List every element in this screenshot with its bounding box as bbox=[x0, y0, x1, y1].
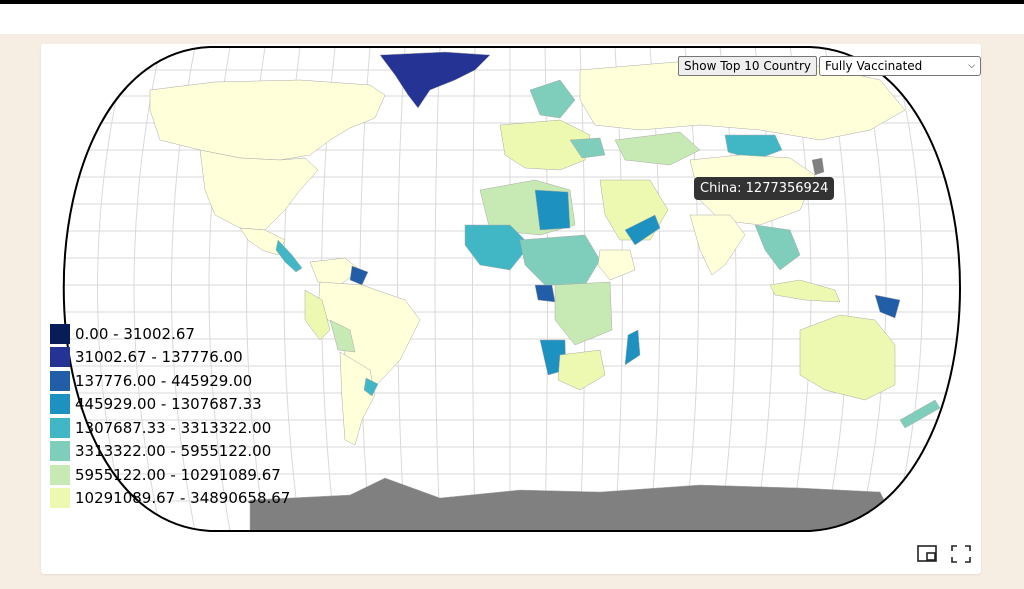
footer-toolbar bbox=[917, 545, 971, 563]
country-europe[interactable] bbox=[499, 119, 591, 171]
country-southern-africa[interactable] bbox=[557, 349, 606, 391]
region-antarctica bbox=[249, 477, 901, 531]
legend-item: 0.00 - 31002.67 bbox=[50, 322, 290, 346]
legend-swatch bbox=[50, 370, 70, 391]
legend-swatch bbox=[50, 417, 70, 438]
country-mongolia[interactable] bbox=[724, 134, 783, 161]
country-venezuela[interactable] bbox=[309, 257, 361, 286]
country-papua-new-guinea[interactable] bbox=[874, 294, 901, 319]
map-legend: 0.00 - 31002.67 31002.67 - 137776.00 13777… bbox=[50, 322, 290, 510]
map-controls: Show Top 10 Country Fully Vaccinated ⌵ bbox=[678, 56, 982, 76]
globe-outline bbox=[62, 46, 961, 532]
legend-item: 137776.00 - 445929.00 bbox=[50, 369, 290, 393]
country-central-america[interactable] bbox=[275, 239, 303, 273]
country-indonesia[interactable] bbox=[769, 279, 841, 303]
country-canada[interactable] bbox=[149, 79, 386, 161]
show-top-10-button[interactable]: Show Top 10 Country bbox=[678, 56, 818, 76]
metric-select[interactable]: Fully Vaccinated ⌵ bbox=[819, 56, 982, 76]
picture-in-picture-icon[interactable] bbox=[917, 545, 937, 563]
legend-label: 31002.67 - 137776.00 bbox=[75, 348, 243, 367]
country-usa[interactable] bbox=[199, 149, 319, 231]
country-brazil[interactable] bbox=[317, 281, 421, 391]
legend-item: 3313322.00 - 5955122.00 bbox=[50, 440, 290, 464]
country-new-zealand[interactable] bbox=[899, 399, 941, 429]
country-west-africa[interactable] bbox=[464, 224, 531, 271]
legend-label: 0.00 - 31002.67 bbox=[75, 324, 195, 343]
country-scandinavia[interactable] bbox=[529, 79, 576, 119]
country-congo[interactable] bbox=[534, 284, 556, 303]
legend-swatch bbox=[50, 323, 70, 344]
fullscreen-icon[interactable] bbox=[951, 545, 971, 563]
country-bolivia[interactable] bbox=[329, 319, 356, 353]
legend-swatch bbox=[50, 441, 70, 462]
legend-item: 5955122.00 - 10291089.67 bbox=[50, 463, 290, 487]
legend-label: 3313322.00 - 5955122.00 bbox=[75, 442, 272, 461]
country-mexico[interactable] bbox=[239, 227, 286, 256]
legend-label: 10291089.67 - 34890658.67 bbox=[75, 489, 291, 508]
country-tooltip: China: 1277356924 bbox=[694, 177, 835, 200]
country-east-africa[interactable] bbox=[554, 281, 613, 346]
country-peru[interactable] bbox=[304, 289, 331, 341]
top-bar bbox=[0, 0, 1024, 4]
country-ukraine[interactable] bbox=[569, 137, 606, 159]
legend-label: 445929.00 - 1307687.33 bbox=[75, 395, 262, 414]
legend-item: 31002.67 - 137776.00 bbox=[50, 346, 290, 370]
chevron-down-icon: ⌵ bbox=[968, 61, 976, 71]
legend-item: 1307687.33 - 3313322.00 bbox=[50, 416, 290, 440]
country-ethiopia[interactable] bbox=[597, 249, 636, 281]
country-uruguay[interactable] bbox=[363, 377, 379, 397]
header-strip bbox=[0, 4, 1024, 34]
country-argentina[interactable] bbox=[339, 351, 376, 446]
country-greenland[interactable] bbox=[379, 51, 491, 109]
metric-select-value: Fully Vaccinated bbox=[825, 59, 923, 73]
country-madagascar[interactable] bbox=[624, 329, 641, 366]
legend-swatch bbox=[50, 464, 70, 485]
legend-swatch bbox=[50, 347, 70, 368]
country-australia[interactable] bbox=[799, 314, 896, 401]
legend-swatch bbox=[50, 488, 70, 509]
country-southeast-asia[interactable] bbox=[754, 224, 801, 271]
country-libya[interactable] bbox=[534, 189, 571, 231]
country-kazakhstan[interactable] bbox=[614, 131, 701, 166]
legend-label: 137776.00 - 445929.00 bbox=[75, 371, 253, 390]
legend-item: 10291089.67 - 34890658.67 bbox=[50, 487, 290, 511]
legend-item: 445929.00 - 1307687.33 bbox=[50, 393, 290, 417]
legend-label: 1307687.33 - 3313322.00 bbox=[75, 418, 272, 437]
legend-swatch bbox=[50, 394, 70, 415]
legend-label: 5955122.00 - 10291089.67 bbox=[75, 465, 281, 484]
country-yemen[interactable] bbox=[624, 214, 661, 246]
country-north-korea[interactable] bbox=[811, 157, 825, 176]
country-india[interactable] bbox=[689, 214, 746, 276]
